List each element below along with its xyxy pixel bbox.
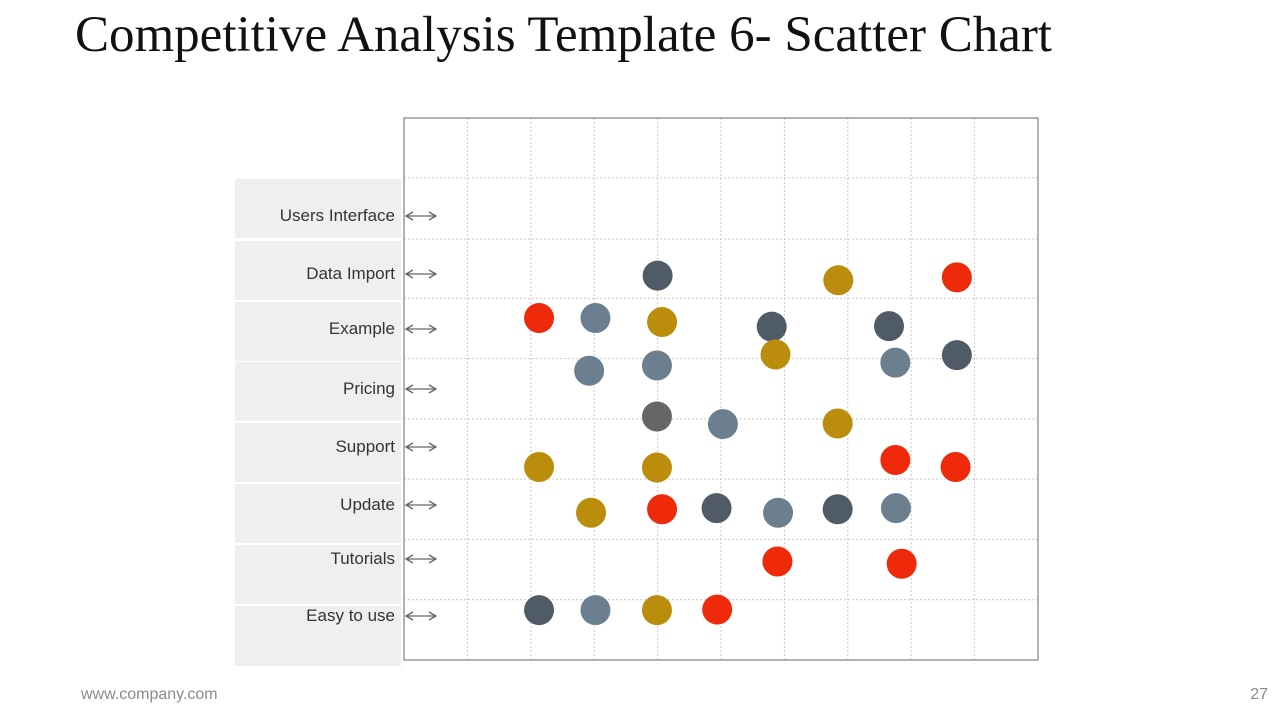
arrow-head-right	[428, 211, 438, 221]
arrow-head-right	[428, 611, 438, 621]
data-point	[701, 493, 732, 524]
data-point	[880, 347, 911, 378]
data-point	[647, 494, 678, 525]
arrow-head-left	[404, 554, 414, 564]
row-label: Example	[328, 319, 395, 338]
page-number: 27	[1250, 686, 1268, 703]
arrow-head-right	[428, 269, 438, 279]
data-point	[823, 265, 854, 296]
plot-area	[404, 118, 1038, 660]
arrow-head-left	[404, 324, 414, 334]
data-point	[647, 307, 678, 338]
label-band	[235, 484, 401, 543]
arrow-head-left	[404, 611, 414, 621]
data-point	[822, 494, 853, 525]
arrow-head-left	[404, 500, 414, 510]
label-band	[235, 241, 401, 300]
data-point	[641, 401, 672, 432]
label-band	[235, 545, 401, 604]
row-label: Data Import	[306, 264, 395, 283]
data-point	[641, 350, 672, 381]
data-point	[580, 302, 611, 333]
plot-frame	[403, 117, 1039, 661]
data-point	[874, 311, 905, 342]
data-point	[880, 493, 911, 524]
label-band	[235, 302, 401, 361]
arrow-head-left	[404, 211, 414, 221]
label-band	[235, 179, 401, 238]
data-point	[707, 409, 738, 440]
row-label: Update	[340, 495, 395, 514]
row-label: Support	[335, 437, 395, 456]
data-point	[941, 340, 972, 371]
arrow-head-left	[404, 442, 414, 452]
arrow-head-right	[428, 442, 438, 452]
data-point	[702, 594, 733, 625]
data-point	[940, 451, 971, 482]
arrow-head-right	[428, 384, 438, 394]
data-point	[574, 355, 605, 386]
label-band	[235, 606, 401, 666]
data-point	[822, 408, 853, 439]
footer-url: www.company.com	[81, 686, 218, 703]
arrow-head-right	[428, 500, 438, 510]
data-point	[886, 548, 917, 579]
row-label: Easy to use	[306, 606, 395, 625]
arrow-head-left	[404, 384, 414, 394]
label-band	[235, 423, 401, 482]
data-point	[576, 497, 607, 528]
data-point	[641, 452, 672, 483]
data-point	[760, 339, 791, 370]
data-point	[524, 595, 555, 626]
label-band	[235, 362, 401, 421]
data-point	[580, 595, 611, 626]
data-point	[756, 311, 787, 342]
data-point	[941, 262, 972, 293]
data-point	[642, 260, 673, 291]
data-point	[524, 451, 555, 482]
data-point	[762, 546, 793, 577]
arrow-head-left	[404, 269, 414, 279]
arrow-head-right	[428, 324, 438, 334]
row-label: Pricing	[343, 379, 395, 398]
data-point	[763, 497, 794, 528]
data-point	[641, 595, 672, 626]
data-point	[524, 302, 555, 333]
slide-title: Competitive Analysis Template 6- Scatter…	[75, 7, 1053, 63]
row-label: Users Interface	[279, 206, 395, 225]
arrow-head-right	[428, 554, 438, 564]
row-labels-panel	[235, 179, 401, 666]
data-point	[880, 445, 911, 476]
row-label: Tutorials	[330, 549, 395, 568]
